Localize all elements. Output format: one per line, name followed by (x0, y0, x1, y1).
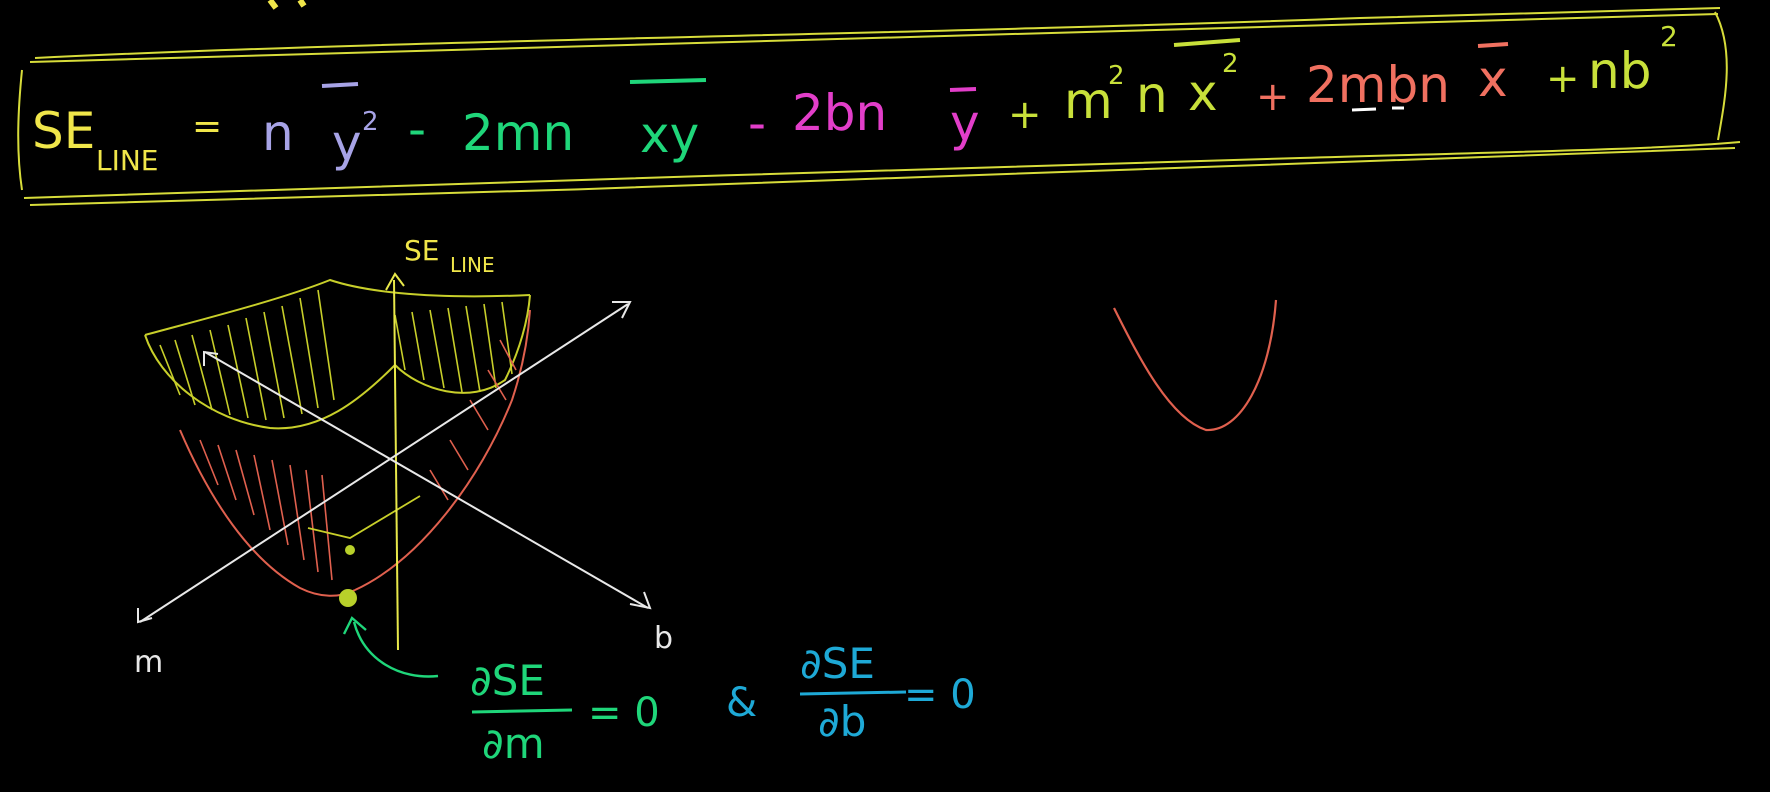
eq-t5-coef: 2mbn (1306, 56, 1450, 114)
eq-t4-m: m (1064, 72, 1113, 130)
projected-point (345, 545, 355, 555)
se-axis-label: SE (404, 234, 439, 267)
b-axis-label: b (654, 621, 673, 656)
eq-lhs-se: SE (32, 102, 95, 160)
minimum-point (339, 589, 357, 607)
eq-t4-var: x (1188, 64, 1218, 122)
surface-top-rim (144, 294, 531, 430)
eq-t3-var: y (950, 94, 980, 152)
m-axis (139, 303, 629, 623)
eq-op2: - (748, 94, 766, 152)
surface-bowl-hatching (199, 339, 517, 581)
se-axis-arrowhead (385, 272, 405, 291)
equation: SE LINE = n y 2 - 2mn xy - 2bn y + m 2 n… (32, 20, 1678, 177)
d2-denominator: ∂b (818, 697, 866, 746)
d1-fraction-bar (471, 708, 573, 714)
stray-stroke-top (267, 0, 307, 10)
eq-t5-underline-m (1351, 107, 1377, 112)
green-pointer-arrowhead (342, 616, 367, 635)
eq-t2-var: xy (640, 106, 699, 164)
b-axis (204, 351, 649, 609)
green-pointer-arrow (352, 621, 439, 678)
surface-back-rim (144, 278, 531, 336)
eq-t1-exp: 2 (362, 107, 379, 137)
d1-denominator: ∂m (482, 719, 545, 768)
m-axis-arrowhead-lower (137, 608, 153, 624)
eq-t3-bar (949, 87, 977, 92)
eq-t2-bar (629, 78, 707, 84)
eq-t1-bar (321, 82, 359, 88)
cross-section-parabola (1113, 299, 1278, 432)
b-axis-arrowhead-upper (203, 350, 219, 366)
surface-bowl-left (179, 429, 356, 597)
eq-t5-bar (1477, 42, 1509, 48)
eq-op3: + (1008, 92, 1042, 138)
eq-t5-var: x (1478, 50, 1508, 108)
axes (137, 272, 652, 651)
eq-op4: + (1256, 74, 1290, 120)
surface-top-hatching (159, 289, 513, 421)
and-symbol: & (726, 680, 757, 726)
se-axis (393, 279, 399, 651)
eq-t4-bar (1173, 38, 1241, 47)
d1-numerator: ∂SE (470, 656, 545, 705)
d2-numerator: ∂SE (800, 639, 875, 688)
m-axis-label: m (134, 645, 163, 680)
se-axis-label-sub: LINE (450, 253, 495, 277)
surface-sketch (144, 278, 531, 597)
eq-op1: - (408, 100, 426, 158)
eq-t6-coef: nb (1588, 42, 1651, 100)
surface-bowl-right (354, 309, 531, 591)
d2-equals-zero: = 0 (904, 672, 976, 718)
b-axis-arrowhead-lower (629, 591, 652, 610)
eq-t4-m-exp: 2 (1108, 61, 1125, 91)
eq-t1-coef: n (262, 104, 294, 162)
eq-t4-n: n (1136, 66, 1168, 124)
m-axis-arrowhead-upper (612, 301, 632, 319)
eq-t2-coef: 2mn (462, 104, 574, 162)
eq-lhs-sub: LINE (96, 144, 159, 177)
eq-equals: = (192, 106, 222, 147)
conditions: ∂SE ∂m = 0 & ∂SE ∂b = 0 (470, 639, 976, 768)
eq-t1-var: y (332, 114, 362, 172)
eq-op5: + (1546, 56, 1580, 102)
eq-t3-coef: 2bn (792, 84, 887, 142)
eq-t4-exp: 2 (1222, 49, 1239, 79)
d2-fraction-bar (799, 690, 907, 696)
eq-t6-exp: 2 (1660, 20, 1678, 53)
d1-equals-zero: = 0 (588, 690, 660, 736)
